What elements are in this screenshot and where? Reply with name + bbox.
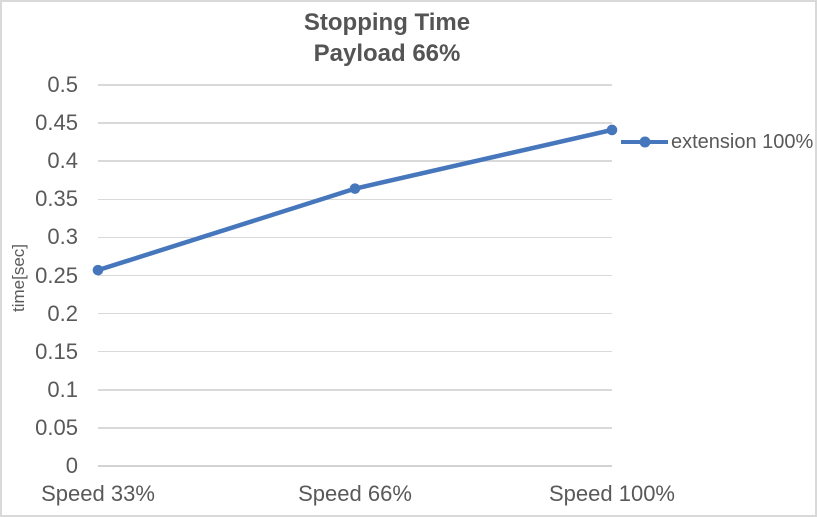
y-tick-label: 0.05 [35,414,78,440]
legend-marker-dot-icon [639,136,650,148]
chart-title-line2: Payload 66% [313,40,461,67]
line-series-extension-100 [92,124,618,276]
plot-area [92,84,618,467]
chart-title-line1: Stopping Time [303,9,471,36]
x-axis-category-label: Speed 100% [549,481,675,506]
y-tick-label: 0.5 [47,72,78,97]
data-point-marker [349,183,361,194]
data-point-marker [92,264,104,276]
x-axis-line [98,465,612,467]
data-point-marker [606,124,618,136]
gridline [98,198,612,201]
gridline [98,312,612,315]
gridline [98,122,612,124]
y-tick-label: 0.4 [47,148,78,174]
gridline [98,160,612,162]
y-tick-label: 0.35 [35,186,78,212]
y-tick-label: 0.2 [47,300,78,326]
chart-title: Stopping Time Payload 66% [2,7,772,69]
legend: extension 100% [621,130,813,154]
y-tick-label: 0.15 [35,338,78,364]
gridline [98,236,612,239]
gridline [98,427,612,429]
legend-label: extension 100% [671,130,814,153]
gridline [98,350,612,353]
gridline [98,84,612,86]
legend-line-marker-icon [621,136,668,148]
x-axis-category-label: Speed 33% [41,481,155,506]
y-tick-label: 0.45 [35,110,78,136]
y-tick-label: 0.1 [47,376,78,402]
y-tick-label: 0.25 [35,262,78,288]
gridline [98,274,612,277]
y-axis-tick-labels: 0 0.05 0.1 0.15 0.2 0.25 0.3 0.35 0.4 0.45 0.5 [2,2,78,515]
y-tick-label: 0 [65,453,78,478]
gridline [98,389,612,391]
x-axis-category-label: Speed 66% [298,481,412,506]
y-tick-label: 0.3 [47,224,78,250]
